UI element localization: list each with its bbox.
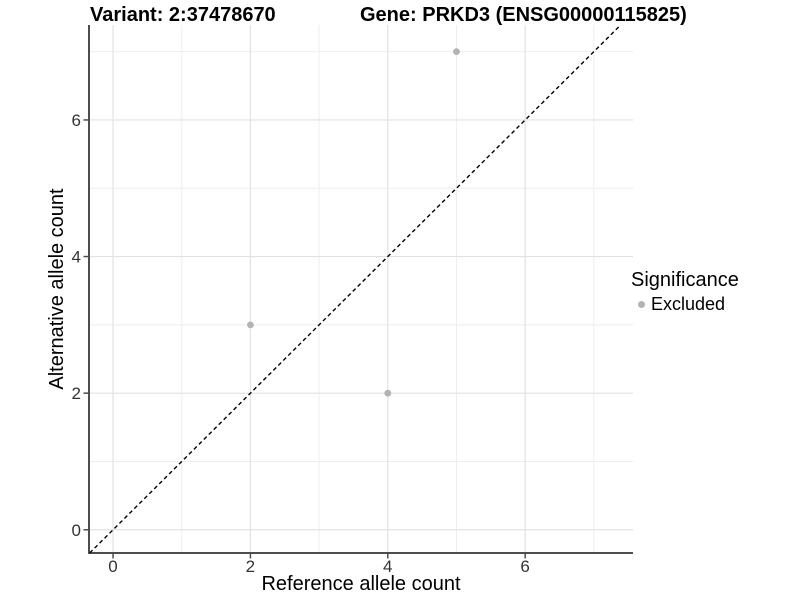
legend: Significance Excluded — [631, 268, 739, 315]
data-point — [384, 389, 392, 397]
variant-title: Variant: 2:37478670 — [90, 4, 276, 26]
y-axis-label: Alternative allele count — [46, 188, 68, 390]
data-point — [453, 48, 460, 56]
x-tick-label: 0 — [108, 557, 117, 576]
identity-dashed-line — [89, 24, 622, 554]
y-tick-label: 4 — [72, 248, 81, 267]
legend-item-label: Excluded — [651, 294, 726, 314]
x-tick-label: 6 — [520, 557, 529, 576]
x-tick-label: 2 — [246, 557, 255, 576]
excluded-point-icon — [637, 300, 645, 308]
gene-title: Gene: PRKD3 (ENSG00000115825) — [360, 4, 687, 26]
legend-item-excluded: Excluded — [631, 293, 739, 315]
y-tick-label: 6 — [72, 111, 81, 130]
y-tick-label: 0 — [72, 521, 81, 540]
legend-title: Significance — [631, 269, 739, 291]
x-axis-label: Reference allele count — [261, 573, 461, 595]
data-point — [247, 321, 254, 329]
x-tick-label: 4 — [383, 557, 392, 576]
legend-key — [631, 294, 651, 314]
y-tick-label: 2 — [72, 384, 81, 403]
